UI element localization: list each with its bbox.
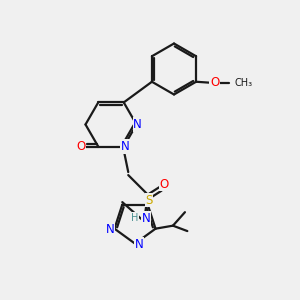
Text: S: S [145,194,153,207]
Text: CH₃: CH₃ [235,78,253,88]
Text: N: N [121,140,129,153]
Text: N: N [106,223,115,236]
Text: H: H [131,213,139,223]
Text: N: N [133,118,142,131]
Text: O: O [210,76,219,89]
Text: O: O [76,140,86,153]
Text: N: N [142,212,151,225]
Text: N: N [135,238,144,251]
Text: O: O [160,178,169,190]
